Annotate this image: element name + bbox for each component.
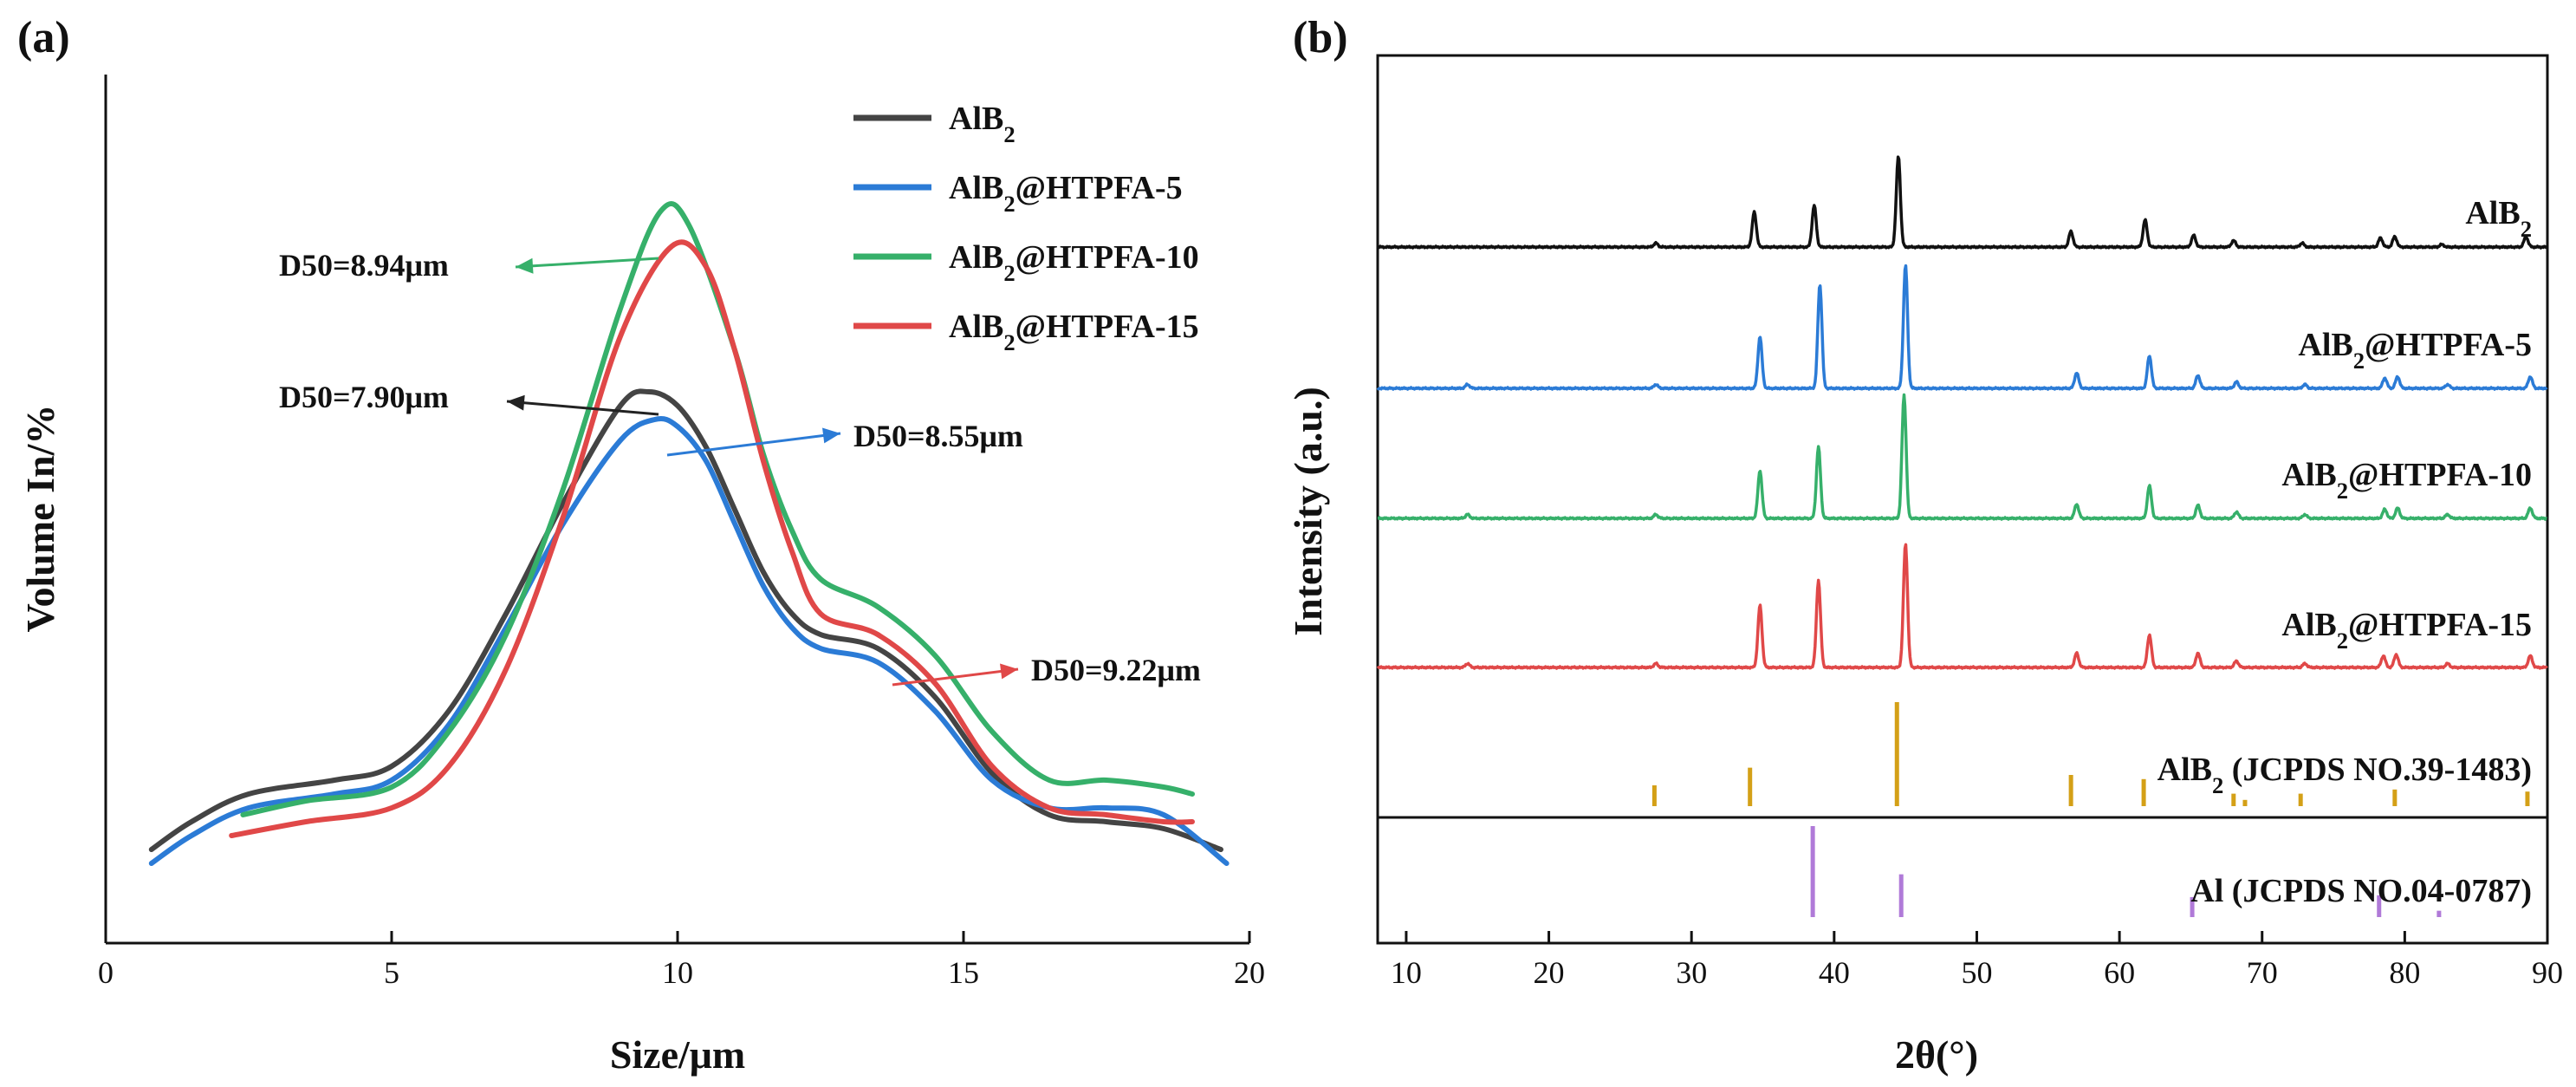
panel-a-legend: AlB2 AlB2@HTPFA-5 AlB2@HTPFA-10 AlB2@HTPFA-… xyxy=(853,101,1199,355)
panel-b-x-tick-label: 20 xyxy=(1534,955,1565,990)
legend-label-alb: AlB2 xyxy=(949,101,1015,147)
annotation-d50: D50=8.55μm xyxy=(853,419,1023,453)
panel-a-ylabel: Volume In/% xyxy=(18,405,62,633)
xrd-pattern-alb-htpfa-5 xyxy=(1376,264,2548,391)
annotation-arrow-line xyxy=(892,667,1019,687)
panel-b-x-tick-label: 30 xyxy=(1676,955,1707,990)
xrd-pattern-alb-htpfa-15 xyxy=(1376,543,2548,670)
annotation-arrow-head xyxy=(507,394,525,411)
annotation-d50: D50=9.22μm xyxy=(1031,653,1201,687)
annotation-d50: D50=7.90μm xyxy=(279,380,449,414)
panel-b-x-tick-label: 10 xyxy=(1391,955,1422,990)
annotation-d50: D50=8.94μm xyxy=(279,248,449,283)
panel-a-x-tick-label: 10 xyxy=(662,955,693,990)
panel-b-x-tick-label: 40 xyxy=(1819,955,1850,990)
annotation-arrow-head xyxy=(822,427,840,444)
panel-a-x-tick-label: 20 xyxy=(1234,955,1265,990)
series-label-al-jcpds-no-04-0787: Al (JCPDS NO.04-0787) xyxy=(2190,873,2532,909)
annotation-arrow-line xyxy=(666,432,841,457)
series-label-alb: AlB2 xyxy=(2465,195,2532,242)
legend-label-alb-htpfa-5: AlB2@HTPFA-5 xyxy=(949,170,1183,217)
panel-a-label: (a) xyxy=(17,13,70,62)
series-line-alb-htpfa-5 xyxy=(148,415,1230,866)
annotation-arrow-head xyxy=(516,257,534,274)
xrd-pattern-alb xyxy=(1376,155,2548,250)
panel-a-x-tick-label: 15 xyxy=(948,955,979,990)
legend-label-alb-htpfa-15: AlB2@HTPFA-15 xyxy=(949,309,1199,355)
panel-a-x-tick-label: 0 xyxy=(98,955,114,990)
panel-b-x-tick-label: 80 xyxy=(2389,955,2420,990)
series-line-alb-htpfa-15 xyxy=(229,239,1195,838)
panel-b-ylabel: Intensity (a.u.) xyxy=(1286,387,1330,636)
panel-b-frame xyxy=(1376,54,2549,945)
legend-label-alb-htpfa-10: AlB2@HTPFA-10 xyxy=(949,239,1199,286)
xrd-pattern-alb-htpfa-10 xyxy=(1377,393,2548,521)
panel-a: (a) Size/μm Volume In/% 0 5 10 15 20 AlB2AlB… xyxy=(17,13,1265,1077)
annotation-arrow-head xyxy=(1000,663,1018,680)
panel-a-x-tick-label: 5 xyxy=(384,955,399,990)
annotation-arrow-line xyxy=(506,400,659,416)
series-label-alb-htpfa-15: AlB2@HTPFA-15 xyxy=(2281,607,2532,654)
annotation-arrow-line xyxy=(515,257,659,269)
panel-b-x-tick-label: 60 xyxy=(2104,955,2135,990)
series-label-alb-htpfa-10: AlB2@HTPFA-10 xyxy=(2281,457,2532,504)
series-line-alb xyxy=(148,388,1223,852)
panel-b-xlabel: 2θ(°) xyxy=(1895,1032,1978,1077)
panel-b-x-tick-label: 50 xyxy=(1961,955,1992,990)
panel-b: (b) 2θ(°) Intensity (a.u.) 10 20 30 40 50 60 7… xyxy=(1286,13,2563,1077)
panel-b-x-tick-label: 90 xyxy=(2532,955,2563,990)
panel-a-xlabel: Size/μm xyxy=(610,1032,745,1077)
panel-b-label: (b) xyxy=(1293,13,1348,62)
series-label-alb-jcpds-no-39-1483: AlB2 (JCPDS NO.39-1483) xyxy=(2157,752,2532,798)
series-label-alb-htpfa-5: AlB2@HTPFA-5 xyxy=(2298,327,2532,374)
panel-b-x-tick-label: 70 xyxy=(2247,955,2278,990)
